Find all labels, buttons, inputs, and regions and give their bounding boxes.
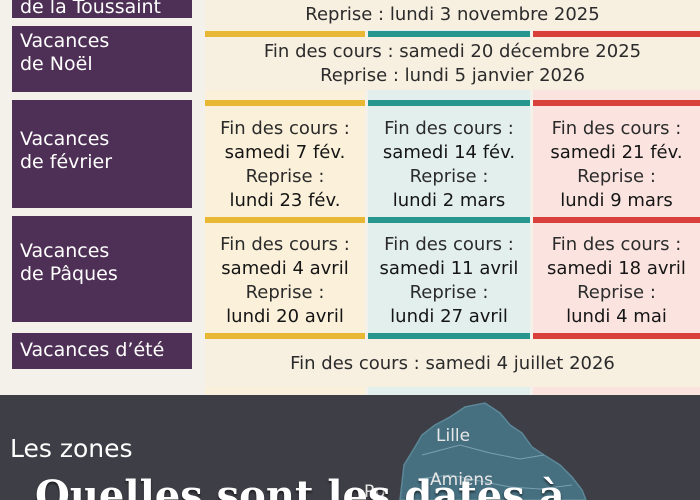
reprise-label: Reprise : — [245, 166, 325, 187]
fin-label: Fin des cours : — [551, 234, 682, 255]
reprise-label: Reprise : — [409, 282, 489, 303]
zone-b-bar — [368, 100, 530, 106]
france-map-north — [399, 402, 587, 500]
row-label-fevrier-line2: de février — [20, 151, 113, 173]
map-label-rouen: Ro — [364, 482, 386, 500]
fin-date: samedi 4 avril — [221, 258, 349, 279]
row-label-noel-line2: de Noël — [20, 53, 93, 75]
reprise-date: lundi 27 avril — [390, 306, 508, 327]
noel-fin: Fin des cours : samedi 20 décembre 2025 — [263, 41, 642, 62]
row-label-noel: Vacances de Noël — [12, 26, 192, 92]
zone-a-bar — [205, 100, 365, 106]
fin-date: samedi 14 fév. — [382, 142, 516, 163]
toussaint-reprise: Reprise : lundi 3 novembre 2025 — [305, 4, 600, 25]
reprise-date: lundi 9 mars — [560, 190, 673, 211]
fin-label: Fin des cours : — [220, 234, 350, 255]
ete-wide-cell — [205, 339, 700, 387]
reprise-date: lundi 4 mai — [566, 306, 667, 327]
noel-reprise: Reprise : lundi 5 janvier 2026 — [320, 65, 585, 86]
zone-c-bar — [533, 217, 700, 223]
fin-label: Fin des cours : — [551, 118, 682, 139]
reprise-date: lundi 20 avril — [226, 306, 344, 327]
paques-zone-c-cell: Fin des cours : samedi 18 avril Reprise … — [533, 233, 700, 329]
zone-c-bar — [533, 333, 700, 339]
row-label-fevrier-line1: Vacances — [20, 128, 110, 150]
row-label-toussaint: de la Toussaint — [12, 0, 192, 18]
map-label-lille: Lille — [436, 426, 471, 446]
paques-zone-a-cell: Fin des cours : samedi 4 avril Reprise :… — [205, 233, 365, 329]
zone-a-bar — [205, 31, 365, 37]
fin-label: Fin des cours : — [384, 234, 514, 255]
reprise-label: Reprise : — [409, 166, 489, 187]
row-label-ete: Vacances d’été — [12, 333, 192, 369]
zone-c-bar — [533, 100, 700, 106]
zones-title: Les zones — [10, 434, 133, 463]
row-label-toussaint-text: de la Toussaint — [20, 0, 162, 18]
reprise-label: Reprise : — [245, 282, 325, 303]
row-label-paques-line2: de Pâques — [20, 263, 118, 285]
fevrier-zone-c-cell: Fin des cours : samedi 21 fév. Reprise :… — [533, 117, 700, 213]
headline: Quelles sont les dates à — [35, 472, 565, 500]
fin-label: Fin des cours : — [384, 118, 514, 139]
zones-section — [0, 395, 700, 500]
reprise-label: Reprise : — [577, 166, 656, 187]
reprise-date: lundi 23 fév. — [229, 190, 341, 211]
zone-c-bar — [533, 31, 700, 37]
zone-a-bar — [205, 333, 365, 339]
map-label-amiens: Amiens — [430, 470, 494, 490]
fin-date: samedi 11 avril — [379, 258, 519, 279]
fin-date: samedi 7 fév. — [224, 142, 346, 163]
ete-fin: Fin des cours : samedi 4 juillet 2026 — [290, 353, 615, 374]
reprise-date: lundi 2 mars — [392, 190, 506, 211]
toussaint-wide-cell — [205, 0, 700, 30]
fevrier-zone-b-cell: Fin des cours : samedi 14 fév. Reprise :… — [368, 117, 530, 213]
row-label-noel-line1: Vacances — [20, 30, 110, 52]
row-label-ete-text: Vacances d’été — [20, 339, 165, 361]
zone-b-bar — [368, 217, 530, 223]
row-label-paques: Vacances de Pâques — [12, 216, 192, 322]
noel-wide-cell — [205, 37, 700, 90]
reprise-label: Reprise : — [577, 282, 656, 303]
paques-zone-b-cell: Fin des cours : samedi 11 avril Reprise … — [368, 233, 530, 329]
fin-date: samedi 18 avril — [547, 258, 686, 279]
fin-label: Fin des cours : — [220, 118, 350, 139]
fin-date: samedi 21 fév. — [550, 142, 683, 163]
zone-a-bar — [205, 217, 365, 223]
zone-b-bar — [368, 31, 530, 37]
row-label-paques-line1: Vacances — [20, 240, 110, 262]
fevrier-zone-a-cell: Fin des cours : samedi 7 fév. Reprise : … — [205, 117, 365, 213]
row-label-fevrier: Vacances de février — [12, 100, 192, 208]
zone-b-bar — [368, 333, 530, 339]
